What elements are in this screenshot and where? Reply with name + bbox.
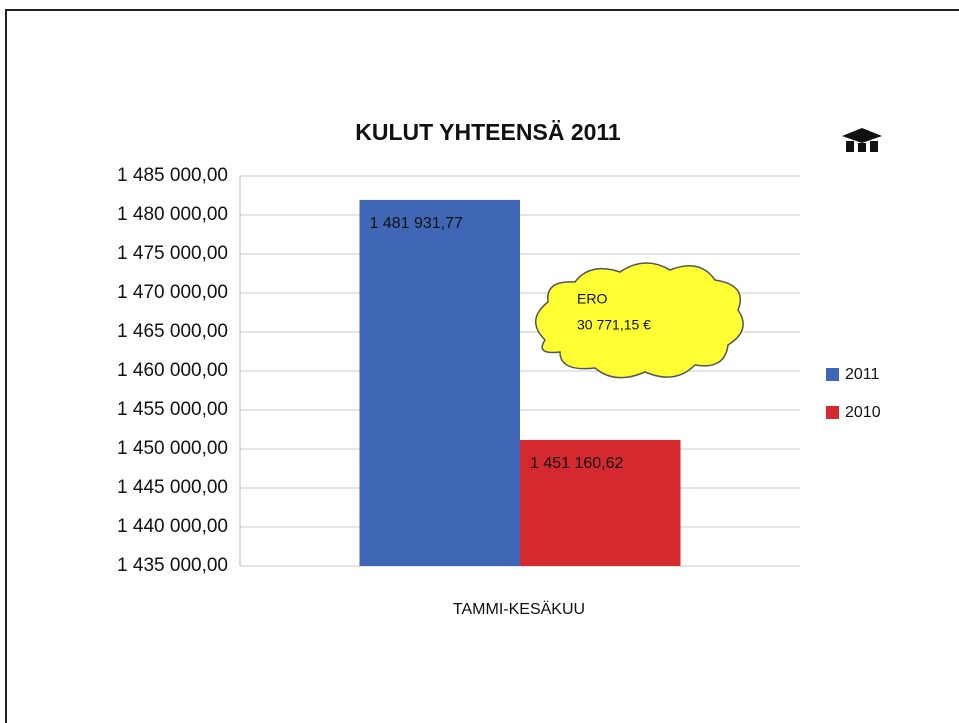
- y-tick-label: 1 445 000,00: [117, 477, 228, 498]
- legend-swatch: [826, 368, 839, 381]
- y-tick-label: 1 485 000,00: [117, 165, 228, 186]
- bar: [520, 439, 681, 566]
- y-tick-label: 1 440 000,00: [117, 516, 228, 537]
- bar: [359, 199, 520, 566]
- chart-title: KULUT YHTEENSÄ 2011: [355, 119, 621, 145]
- legend-label: 2011: [845, 366, 880, 383]
- data-label: 1 451 160,62: [530, 455, 624, 472]
- data-label: 1 481 931,77: [370, 215, 464, 232]
- annotation: ERO: [577, 291, 607, 307]
- y-tick-label: 1 465 000,00: [117, 321, 228, 342]
- icon: [842, 128, 882, 152]
- y-tick-label: 1 450 000,00: [117, 438, 228, 459]
- legend-swatch: [826, 406, 839, 419]
- legend-label: 2010: [845, 404, 881, 421]
- y-tick-label: 1 455 000,00: [117, 399, 228, 420]
- annotation-cloud: [535, 262, 744, 379]
- y-tick-label: 1 475 000,00: [117, 243, 228, 264]
- plot-area: 1 435 000,00 1 440 000,00 1 445 000,00 1 45…: [117, 165, 881, 618]
- y-tick-label: 1 435 000,00: [117, 555, 228, 576]
- x-tick-label: TAMMI-KESÄKUU: [453, 600, 585, 618]
- y-tick-label: 1 460 000,00: [117, 360, 228, 381]
- y-tick-label: 1 480 000,00: [117, 204, 228, 225]
- annotation: 30 771,15 €: [577, 317, 651, 333]
- y-tick-label: 1 470 000,00: [117, 282, 228, 303]
